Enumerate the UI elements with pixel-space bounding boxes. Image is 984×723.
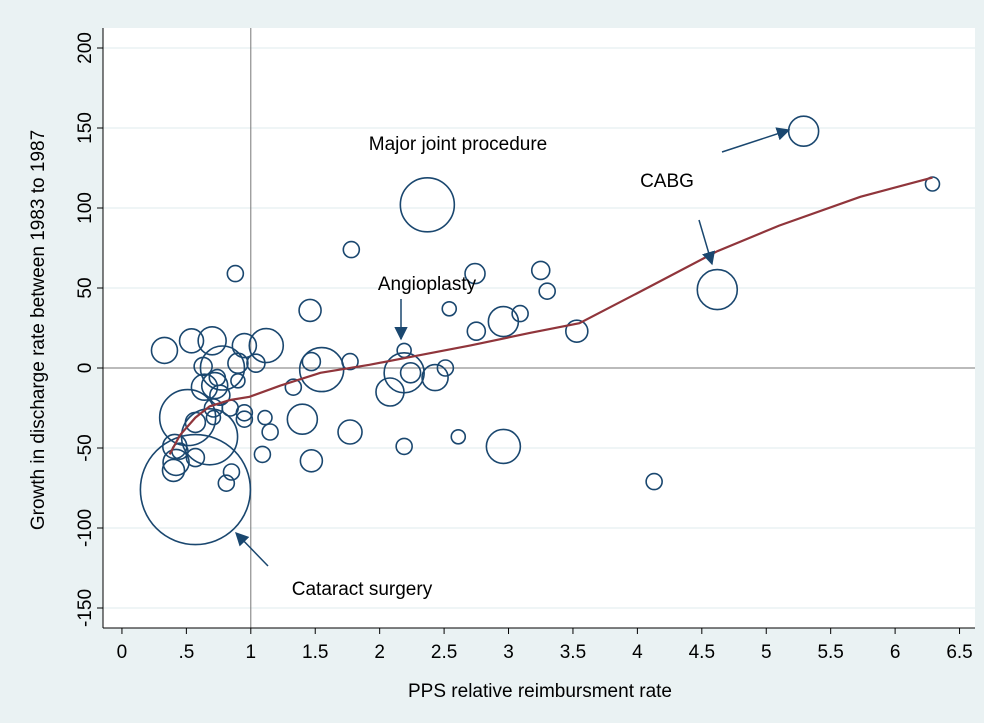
annotation: Angioplasty <box>378 274 477 295</box>
bubble <box>450 428 467 445</box>
bubble <box>441 300 458 317</box>
y-tick-label: 50 <box>75 277 96 298</box>
bubble <box>178 327 205 354</box>
plot-area <box>103 28 975 628</box>
bubble <box>399 361 422 384</box>
bubble <box>184 411 207 434</box>
arrow <box>698 219 716 266</box>
bubble <box>645 472 663 491</box>
bubble <box>342 240 361 259</box>
bubble <box>246 353 266 374</box>
bubble <box>261 423 279 441</box>
bubble <box>235 410 254 429</box>
bubble <box>696 268 739 311</box>
bubble <box>139 433 252 546</box>
x-tick-label: .5 <box>178 642 194 663</box>
bubble <box>203 398 224 418</box>
annotation: Major joint procedure <box>369 134 547 155</box>
bubble <box>485 428 522 465</box>
annotation: CABG <box>640 171 694 192</box>
y-tick-label: 0 <box>75 363 96 374</box>
bubble <box>150 336 179 365</box>
bubble <box>565 319 589 344</box>
y-tick-label: 100 <box>75 192 96 224</box>
x-tick-label: 1 <box>246 642 257 663</box>
bubble <box>231 332 258 359</box>
bubble <box>511 304 529 323</box>
x-axis-title: PPS relative reimbursment rate <box>408 681 672 702</box>
x-tick-label: 2 <box>374 642 385 663</box>
bubble <box>230 372 246 389</box>
bubble <box>193 356 213 377</box>
x-tick-label: 4 <box>632 642 643 663</box>
bubble <box>205 409 222 426</box>
bubble <box>466 321 487 342</box>
bubble <box>436 359 455 377</box>
bubble <box>248 327 285 364</box>
x-tick-label: 5 <box>761 642 772 663</box>
bubble <box>286 403 319 436</box>
bubble <box>190 373 219 402</box>
bubble <box>464 262 486 285</box>
bubble <box>161 458 186 483</box>
bubble <box>253 445 272 464</box>
plot-layer <box>103 28 975 628</box>
x-tick-label: 3 <box>503 642 514 663</box>
bubble <box>257 409 273 426</box>
bubble <box>538 282 556 301</box>
arrow <box>235 532 269 567</box>
x-tick-label: 6.5 <box>946 642 972 663</box>
arrow <box>721 127 791 153</box>
bubble <box>217 474 236 493</box>
bubble <box>199 345 246 391</box>
x-tick-label: 1.5 <box>302 642 328 663</box>
bubble <box>226 264 245 283</box>
y-tick-label: -50 <box>75 434 96 461</box>
y-tick-label: -100 <box>75 509 96 547</box>
bubble <box>301 351 322 372</box>
x-tick-label: 2.5 <box>431 642 457 663</box>
y-tick-label: -150 <box>75 589 96 627</box>
y-tick-label: 150 <box>75 112 96 144</box>
bubble <box>298 298 322 323</box>
y-axis-title: Growth in discharge rate between 1983 to… <box>28 130 49 530</box>
y-tick-label: 200 <box>75 32 96 64</box>
bubble <box>924 176 941 192</box>
bubble <box>395 437 413 456</box>
x-tick-label: 0 <box>117 642 128 663</box>
bubble <box>421 363 449 392</box>
bubble <box>284 378 303 397</box>
bubble <box>222 463 241 481</box>
bubble <box>530 260 551 281</box>
bubble <box>158 388 217 447</box>
x-tick-label: 6 <box>890 642 901 663</box>
bubble <box>299 448 324 473</box>
bubble <box>399 177 456 233</box>
x-tick-label: 3.5 <box>560 642 586 663</box>
annotation: Cataract surgery <box>292 579 433 600</box>
bubble <box>185 447 206 468</box>
bubble <box>337 419 363 445</box>
bubble <box>209 384 231 407</box>
x-tick-label: 4.5 <box>689 642 715 663</box>
x-tick-label: 5.5 <box>817 642 843 663</box>
bubble <box>162 448 190 477</box>
bubble <box>197 325 227 356</box>
bubble <box>375 377 405 407</box>
fit-line <box>168 176 933 455</box>
